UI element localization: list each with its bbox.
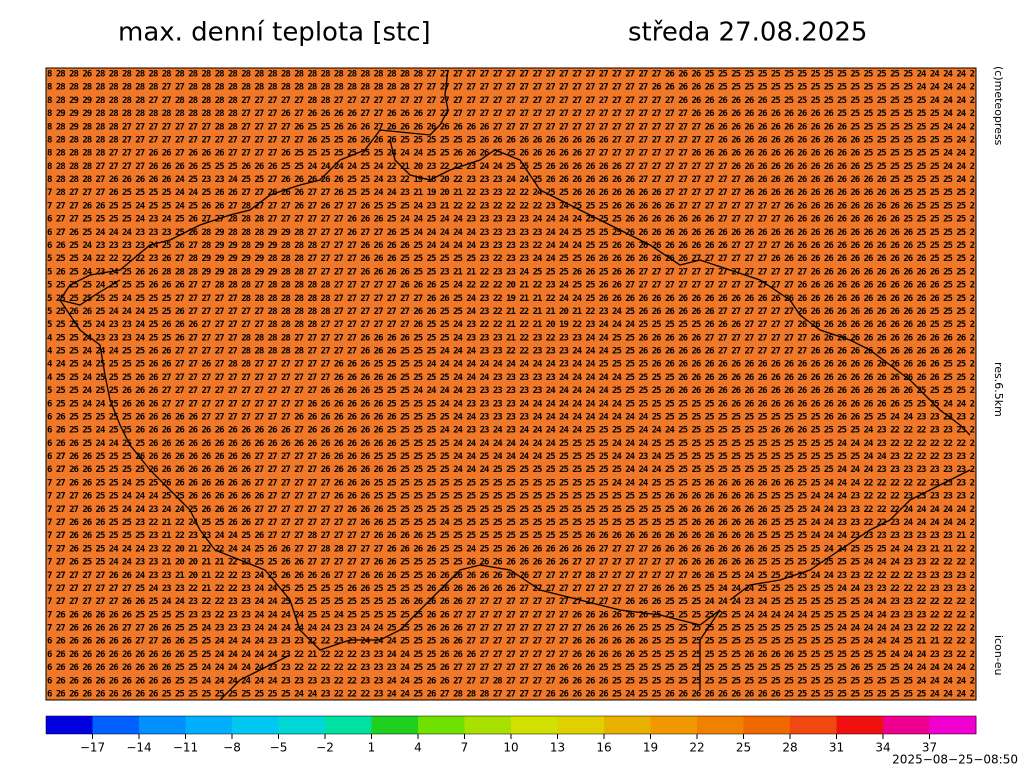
colorbar-tick-label: 22: [689, 741, 704, 755]
value-row: 6 26 26 26 26 26 26 26 26 26 25 25 24 24…: [47, 663, 975, 673]
value-row: 7 27 27 26 25 25 24 24 24 25 25 26 26 26…: [47, 492, 975, 502]
colorbar-tick-label: 37: [922, 741, 937, 755]
value-row: 6 25 25 24 24 25 26 26 26 27 27 27 27 27…: [47, 399, 975, 409]
value-row: 5 25 25 25 24 25 25 25 26 26 26 27 27 28…: [47, 281, 975, 291]
colorbar-cell: [790, 716, 837, 734]
colorbar-cell: [418, 716, 465, 734]
colorbar-cell: [46, 716, 93, 734]
value-row: 6 27 26 25 24 24 24 23 23 23 25 26 28 29…: [47, 228, 975, 238]
colorbar-cell: [929, 716, 977, 734]
colorbar-cell: [185, 716, 233, 734]
colorbar-cell: [557, 716, 605, 734]
value-row: 6 26 26 25 24 24 25 25 26 26 26 26 26 26…: [47, 439, 975, 449]
value-row: 7 27 26 26 25 25 25 25 23 21 22 23 23 24…: [47, 531, 975, 541]
value-row: 4 24 25 24 25 25 25 25 26 26 27 27 26 27…: [47, 360, 975, 370]
value-row: 5 26 25 24 23 24 25 26 26 28 28 28 29 29…: [47, 267, 975, 277]
colorbar-cell: [883, 716, 930, 734]
copyright: (c)meteopress: [992, 66, 1005, 146]
colorbar-cell: [278, 716, 326, 734]
value-row: 7 27 27 27 27 26 26 24 23 23 21 20 21 22…: [47, 571, 975, 581]
value-row: 6 26 26 26 26 26 26 26 26 25 25 25 25 25…: [47, 690, 975, 700]
value-row: 7 27 27 26 26 25 25 24 25 25 24 25 26 26…: [47, 201, 975, 211]
colorbar-tick-label: −14: [126, 741, 151, 755]
colorbar-tick-label: 13: [550, 741, 565, 755]
colorbar-tick-label: 28: [782, 741, 797, 755]
value-row: 6 26 25 25 25 25 25 26 26 26 26 26 27 27…: [47, 412, 975, 422]
value-row: 8 28 29 28 28 28 27 27 27 27 27 27 27 28…: [47, 122, 975, 132]
colorbar-tick-label: −8: [223, 741, 241, 755]
value-row: 6 26 26 26 26 26 26 27 27 26 26 25 25 24…: [47, 637, 975, 647]
borders: [58, 69, 971, 701]
colorbar-tick-label: 4: [414, 741, 422, 755]
colorbar-cell: [325, 716, 372, 734]
colorbar-tick-label: 19: [643, 741, 658, 755]
value-row: 6 27 26 26 25 25 25 25 26 26 26 26 26 26…: [47, 465, 975, 475]
value-row: 7 28 27 27 27 26 25 25 25 25 24 24 25 26…: [47, 188, 975, 198]
colorbar-cell: [650, 716, 698, 734]
value-row: 7 27 27 27 27 27 26 26 25 24 24 23 22 22…: [47, 597, 975, 607]
value-row: 6 26 25 25 24 25 25 26 26 26 26 26 26 26…: [47, 426, 975, 436]
value-row: 5 25 25 25 24 23 23 24 25 26 26 26 27 27…: [47, 320, 975, 330]
value-row: 7 26 26 26 26 26 26 25 25 25 25 23 23 22…: [47, 610, 975, 620]
value-row: 5 25 25 25 25 25 24 25 25 25 27 27 27 27…: [47, 294, 975, 304]
colorbar-tick-label: 16: [596, 741, 611, 755]
value-row: 6 27 27 25 25 25 25 24 23 24 25 26 27 27…: [47, 215, 975, 225]
value-row: 5 25 25 24 22 22 22 22 23 26 27 28 29 29…: [47, 254, 975, 264]
colorbar-tick-label: −11: [173, 741, 198, 755]
colorbar-tick-label: 34: [875, 741, 890, 755]
value-row: 7 27 26 26 25 25 24 25 25 26 26 26 26 26…: [47, 478, 975, 488]
value-row: 6 26 25 24 23 23 23 23 24 25 26 27 28 29…: [47, 241, 975, 251]
value-row: 7 27 26 26 26 25 25 23 22 21 22 24 25 25…: [47, 518, 975, 528]
colorbar-cell: [836, 716, 884, 734]
colorbar-cell: [697, 716, 744, 734]
colorbar-tick-label: −5: [270, 741, 288, 755]
value-row: 4 25 25 24 23 23 23 24 25 25 26 27 27 27…: [47, 333, 975, 343]
resolution: res.6.5km: [992, 362, 1005, 417]
map-area: [45, 67, 977, 701]
colorbar-cell: [604, 716, 651, 734]
colorbar-cell: [743, 716, 791, 734]
value-row: 4 25 25 24 25 25 25 26 26 27 27 27 27 27…: [47, 373, 975, 383]
value-row: 8 28 28 28 27 27 27 27 26 26 26 26 25 25…: [47, 162, 975, 172]
value-row: 6 26 26 26 26 26 26 26 26 26 26 25 25 24…: [47, 650, 975, 660]
value-row: 8 28 29 29 28 28 28 28 27 27 28 28 28 28…: [47, 96, 975, 106]
value-row: 6 26 26 26 26 26 26 26 26 26 25 25 24 24…: [47, 676, 975, 686]
value-row: 8 28 28 28 28 28 28 28 28 27 27 28 28 28…: [47, 83, 975, 93]
timestamp: 2025−08−25−08:50: [892, 753, 1018, 767]
value-row: 7 27 26 25 25 24 24 24 23 22 20 21 22 22…: [47, 544, 975, 554]
value-row: 7 27 27 27 27 27 27 25 24 23 23 22 21 22…: [47, 584, 975, 594]
colorbar-tick-label: 10: [503, 741, 518, 755]
colorbar-tick-label: 7: [461, 741, 469, 755]
colorbar-tick-label: −17: [80, 741, 105, 755]
value-row: 8 28 28 28 28 27 27 27 26 26 27 26 26 26…: [47, 149, 975, 159]
colorbar-cell: [232, 716, 279, 734]
value-row: 8 28 28 28 27 26 26 26 26 26 24 25 23 23…: [47, 175, 975, 185]
colorbar-tick-label: −2: [316, 741, 334, 755]
colorbar-tick-label: 25: [736, 741, 751, 755]
title: max. denní teplota [stc]: [118, 18, 431, 48]
date: středa 27.08.2025: [628, 18, 867, 48]
value-row: 6 27 26 26 25 25 25 26 26 26 26 26 26 26…: [47, 452, 975, 462]
colorbar-cell: [139, 716, 186, 734]
value-row: 8 29 29 29 28 28 28 28 28 28 28 28 28 28…: [47, 109, 975, 119]
colorbar-cell: [464, 716, 512, 734]
colorbar-cell: [92, 716, 140, 734]
colorbar-cell: [511, 716, 558, 734]
model-name: icon-eu: [992, 635, 1005, 676]
value-row: 7 27 27 26 26 25 24 24 23 24 24 25 26 26…: [47, 505, 975, 515]
value-row: 8 28 28 26 28 28 28 28 28 28 28 28 28 28…: [47, 70, 975, 80]
value-row: 4 25 25 24 24 24 25 25 26 26 27 27 27 27…: [47, 347, 975, 357]
colorbar-tick-label: 31: [829, 741, 844, 755]
value-row: 5 25 25 24 25 25 26 26 26 27 27 27 27 27…: [47, 386, 975, 396]
value-row: 5 25 26 26 25 24 24 24 25 25 26 27 27 27…: [47, 307, 975, 317]
value-row: 8 28 28 28 28 28 27 27 27 27 27 27 27 27…: [47, 135, 975, 145]
value-row: 7 27 26 25 25 24 24 23 23 21 20 20 21 21…: [47, 558, 975, 568]
colorbar-cell: [371, 716, 419, 734]
value-row: 7 27 26 26 26 26 27 27 26 26 25 25 24 23…: [47, 624, 975, 634]
colorbar-tick-label: 1: [368, 741, 376, 755]
